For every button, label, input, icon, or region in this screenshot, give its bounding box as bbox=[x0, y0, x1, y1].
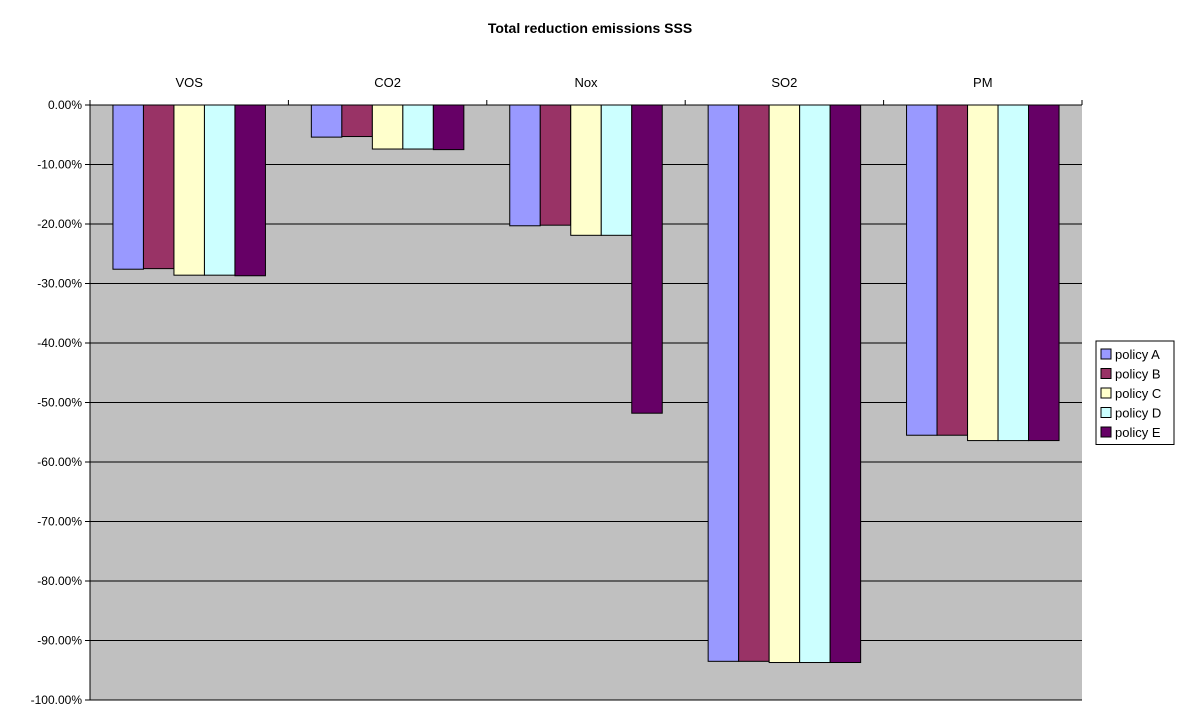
bar bbox=[631, 104, 663, 414]
legend-label: policy E bbox=[1115, 425, 1161, 440]
bar bbox=[341, 104, 373, 138]
legend-label: policy D bbox=[1115, 406, 1161, 421]
bar bbox=[707, 104, 740, 662]
bar bbox=[539, 104, 572, 226]
legend-label: policy B bbox=[1115, 367, 1161, 382]
legend-swatch bbox=[1100, 407, 1112, 418]
bar bbox=[432, 104, 465, 151]
y-tick-label: -10.00% bbox=[37, 158, 82, 172]
bar bbox=[203, 104, 236, 276]
y-tick-label: -20.00% bbox=[37, 217, 82, 231]
legend-label: policy A bbox=[1115, 347, 1160, 362]
y-tick-label: -100.00% bbox=[31, 693, 83, 705]
y-tick-label: -30.00% bbox=[37, 277, 82, 291]
bar bbox=[371, 104, 404, 150]
bar bbox=[142, 104, 175, 270]
category-label: Nox bbox=[574, 75, 598, 90]
bar bbox=[310, 104, 343, 138]
bar bbox=[600, 104, 633, 236]
category-label: PM bbox=[973, 75, 993, 90]
bar bbox=[173, 104, 205, 276]
legend-label: policy C bbox=[1115, 386, 1161, 401]
y-tick-label: -80.00% bbox=[37, 574, 82, 588]
y-tick-label: 0.00% bbox=[48, 98, 82, 112]
bar bbox=[402, 104, 434, 150]
bar bbox=[1028, 104, 1060, 442]
y-tick-label: -60.00% bbox=[37, 455, 82, 469]
legend-swatch bbox=[1100, 348, 1112, 360]
bar bbox=[829, 104, 862, 664]
bar bbox=[112, 104, 144, 270]
legend-swatch bbox=[1100, 426, 1112, 438]
y-tick-label: -40.00% bbox=[37, 336, 82, 350]
category-label: CO2 bbox=[374, 75, 401, 90]
bar bbox=[799, 104, 831, 664]
bar bbox=[738, 104, 770, 662]
bar bbox=[768, 104, 801, 664]
y-tick-label: -70.00% bbox=[37, 515, 82, 529]
bar bbox=[234, 104, 266, 277]
legend-swatch bbox=[1100, 368, 1112, 379]
legend-swatch bbox=[1100, 387, 1112, 399]
y-tick-label: -90.00% bbox=[37, 634, 82, 648]
category-label: VOS bbox=[175, 75, 203, 90]
bar bbox=[997, 104, 1030, 442]
bar bbox=[967, 104, 999, 442]
bar bbox=[936, 104, 969, 436]
category-label: SO2 bbox=[771, 75, 797, 90]
bar bbox=[509, 104, 541, 227]
bar bbox=[570, 104, 602, 236]
y-tick-label: -50.00% bbox=[37, 396, 82, 410]
bar bbox=[906, 104, 938, 436]
chart-title: Total reduction emissions SSS bbox=[487, 20, 693, 36]
